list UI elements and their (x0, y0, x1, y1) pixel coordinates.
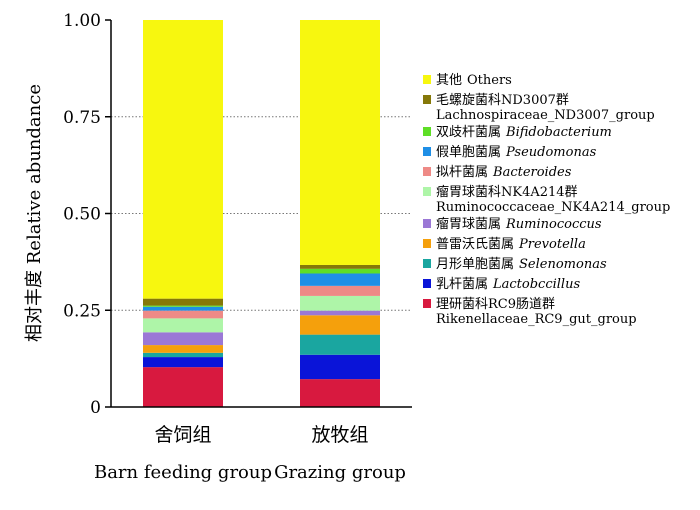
y-tick-label: 0 (90, 398, 101, 418)
legend-label-en: Rikenellaceae_RC9_gut_group (436, 312, 637, 327)
legend-label-cn: 其他 (436, 73, 462, 88)
legend-item: 普雷沃氏菌属 Prevotella (423, 237, 586, 252)
legend-item: 月形单胞菌属 Selenomonas (423, 257, 607, 272)
bar-segment (143, 306, 223, 311)
bar-segment (300, 268, 380, 274)
legend-label-en: Prevotella (518, 237, 586, 252)
legend-swatch (423, 187, 431, 196)
legend-label-en: Lachnospiraceae_ND3007_group (436, 108, 655, 123)
bar-segment (300, 273, 380, 286)
legend-label: 普雷沃氏菌属 Prevotella (436, 237, 586, 252)
legend-swatch (423, 239, 431, 248)
category-label-cn: 放牧组 (311, 424, 368, 446)
legend-swatch (423, 75, 431, 84)
legend-swatch (423, 259, 431, 268)
legend-label: 乳杆菌属 Lactobccillus (436, 277, 580, 292)
legend-label-cn: 月形单胞菌属 (436, 257, 514, 272)
bar-segment (300, 354, 380, 380)
bar-segment (300, 379, 380, 407)
legend-label-cn: 普雷沃氏菌属 (436, 237, 514, 252)
legend-swatch (423, 95, 431, 104)
legend-label: 月形单胞菌属 Selenomonas (436, 257, 607, 272)
bar-segment (300, 20, 380, 265)
legend-item: 假单胞菌属 Pseudomonas (423, 145, 597, 160)
category-label-cn: 舍饲组 (154, 424, 211, 446)
y-axis-label: 相对丰度 Relative abundance (24, 84, 45, 342)
legend-label-en: Ruminococcaceae_NK4A214_group (436, 200, 670, 215)
bar-segment (143, 305, 223, 307)
legend-label: 双歧杆菌属 Bifidobacterium (436, 125, 612, 140)
legend-swatch (423, 279, 431, 288)
bar-stacks (143, 20, 380, 407)
bar-segment (143, 298, 223, 306)
legend-label-cn: 理研菌科RC9肠道群 (436, 297, 555, 312)
legend-label-en: Lactobccillus (492, 277, 580, 292)
legend-label: 瘤胃球菌科NK4A214群 (436, 184, 578, 200)
bar-segment (143, 367, 223, 407)
legend-label-en: Pseudomonas (505, 145, 597, 160)
legend-label: 瘤胃球菌属 Ruminococcus (436, 216, 602, 232)
legend-label-cn: 毛螺旋菌科ND3007群 (436, 93, 569, 108)
y-tick-label: 0.25 (63, 301, 101, 321)
legend-item: 其他 Others (423, 73, 512, 88)
bar-segment (300, 264, 380, 269)
legend-label-cn: 瘤胃球菌属 (436, 216, 501, 232)
bar-segment (143, 357, 223, 368)
category-labels: 舍饲组 Barn feeding group 放牧组 Grazing group (94, 424, 406, 483)
legend-label-en: Bacteroides (492, 165, 572, 180)
legend-label-cn: 乳杆菌属 (436, 277, 488, 292)
legend-label-cn: 双歧杆菌属 (436, 125, 501, 140)
legend-label-cn: 瘤胃球菌科NK4A214群 (436, 184, 578, 200)
legend-label: 毛螺旋菌科ND3007群 (436, 93, 569, 108)
bar-segment (143, 318, 223, 333)
legend-swatch (423, 127, 431, 136)
legend-item: 瘤胃球菌属 Ruminococcus (423, 216, 602, 232)
legend-swatch (423, 147, 431, 156)
bar-segment (143, 345, 223, 353)
legend-label-cn: 假单胞菌属 (436, 145, 501, 160)
legend-label-en: Bifidobacterium (505, 125, 612, 140)
legend-item: 乳杆菌属 Lactobccillus (423, 277, 580, 292)
y-tick-label: 0.75 (63, 108, 101, 128)
bar-segment (300, 285, 380, 296)
bar-segment (300, 334, 380, 355)
bar-segment (143, 332, 223, 346)
legend-item: 双歧杆菌属 Bifidobacterium (423, 125, 612, 140)
legend-label-en: Selenomonas (519, 257, 607, 272)
legend-item: 拟杆菌属 Bacteroides (423, 165, 572, 180)
y-tick-label: 1.00 (63, 11, 101, 31)
bar-segment (143, 310, 223, 319)
legend-label: 理研菌科RC9肠道群 (436, 297, 555, 312)
category-label-en: Barn feeding group (94, 462, 272, 483)
legend-label: 假单胞菌属 Pseudomonas (436, 145, 597, 160)
legend-label: 其他 Others (436, 73, 512, 88)
legend-label-en: Others (467, 73, 512, 88)
legend-swatch (423, 299, 431, 308)
legend-label: 拟杆菌属 Bacteroides (436, 165, 572, 180)
bar-segment (300, 295, 380, 311)
y-ticks: 0 0.25 0.50 0.75 1.00 (63, 11, 111, 418)
bar-segment (143, 352, 223, 358)
legend-label-cn: 拟杆菌属 (436, 165, 488, 180)
bar-segment (300, 310, 380, 316)
bar-segment (300, 315, 380, 335)
legend: 其他 Others 毛螺旋菌科ND3007群Lachnospiraceae_ND30… (423, 73, 670, 327)
legend-swatch (423, 167, 431, 176)
legend-swatch (423, 219, 431, 228)
bar-segment (143, 20, 223, 299)
category-label-en: Grazing group (274, 462, 406, 483)
y-tick-label: 0.50 (63, 205, 101, 225)
legend-label-en: Ruminococcus (505, 217, 602, 232)
legend-item: 瘤胃球菌科NK4A214群Ruminococcaceae_NK4A214_gro… (423, 184, 670, 215)
